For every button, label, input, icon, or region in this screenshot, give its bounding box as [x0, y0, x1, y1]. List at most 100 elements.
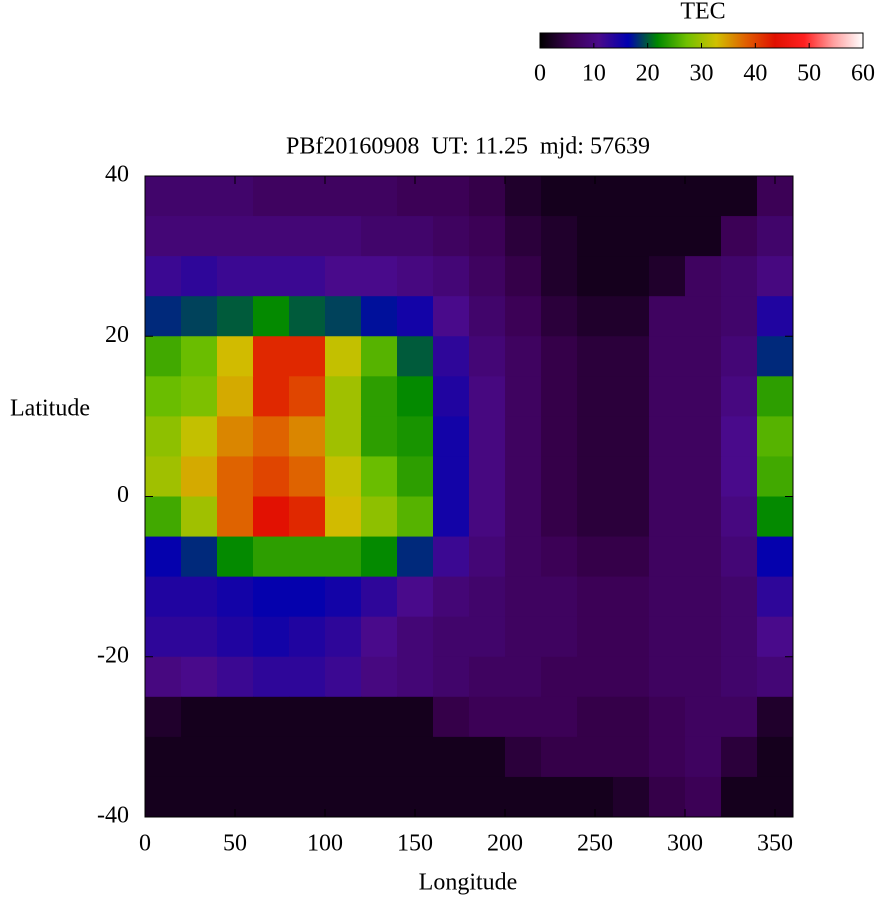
heatmap-cell	[289, 176, 326, 217]
heatmap-cell	[685, 496, 722, 538]
heatmap-cell	[577, 336, 614, 377]
heatmap-cell	[361, 536, 398, 578]
heatmap-cell	[433, 696, 470, 738]
heatmap-cell	[433, 736, 470, 778]
heatmap-cell	[361, 616, 398, 658]
heatmap-cell	[145, 696, 182, 738]
heatmap-cell	[757, 416, 794, 457]
heatmap-cell	[469, 776, 506, 818]
heatmap-cell	[649, 336, 686, 377]
heatmap-cell	[469, 256, 506, 297]
heatmap-cell	[325, 536, 362, 578]
heatmap-cell	[685, 416, 722, 457]
heatmap-cell	[505, 656, 542, 698]
heatmap-cell	[433, 576, 470, 618]
heatmap-cell	[721, 296, 758, 337]
heatmap-cell	[721, 336, 758, 377]
heatmap-cell	[253, 336, 290, 377]
colorbar-tick-label: 30	[690, 61, 714, 87]
heatmap-cell	[397, 456, 434, 497]
heatmap-cell	[289, 616, 326, 658]
heatmap-cell	[613, 296, 650, 337]
heatmap-cell	[577, 376, 614, 417]
y-tick-label: 40	[105, 162, 129, 188]
heatmap-cell	[649, 256, 686, 297]
heatmap-cell	[685, 576, 722, 618]
heatmap-cell	[577, 296, 614, 337]
heatmap-cell	[217, 736, 254, 778]
heatmap-cell	[541, 456, 578, 497]
heatmap-cell	[289, 256, 326, 297]
heatmap-cell	[469, 576, 506, 618]
heatmap-cell	[541, 496, 578, 538]
heatmap-cell	[253, 616, 290, 658]
heatmap-cell	[289, 496, 326, 538]
heatmap-cell	[649, 656, 686, 698]
x-axis-label: Longitude	[419, 870, 518, 896]
heatmap-cell	[505, 176, 542, 217]
heatmap-cell	[541, 376, 578, 417]
heatmap-cell	[253, 216, 290, 257]
colorbar-tick-label: 20	[636, 61, 660, 87]
heatmap-cell	[613, 256, 650, 297]
heatmap-cell	[577, 576, 614, 618]
y-tick-label: 20	[105, 322, 129, 348]
heatmap-cell	[613, 496, 650, 538]
heatmap-cell	[721, 456, 758, 497]
heatmap-cell	[181, 696, 218, 738]
colorbar-tick-label: 50	[797, 61, 821, 87]
heatmap-cell	[181, 496, 218, 538]
heatmap-cell	[469, 696, 506, 738]
heatmap-cell	[433, 616, 470, 658]
heatmap-cell	[145, 496, 182, 538]
heatmap-cell	[361, 216, 398, 257]
heatmap-cell	[685, 536, 722, 578]
heatmap-cell	[505, 376, 542, 417]
x-tick-label: 250	[577, 831, 613, 857]
heatmap-cell	[217, 256, 254, 297]
heatmap-cell	[469, 376, 506, 417]
heatmap-cell	[181, 616, 218, 658]
heatmap-cell	[325, 656, 362, 698]
heatmap-cell	[433, 376, 470, 417]
heatmap-cell	[757, 456, 794, 497]
heatmap-cell	[253, 256, 290, 297]
heatmap-cell	[289, 336, 326, 377]
heatmap-cell	[685, 376, 722, 417]
heatmap-cell	[397, 256, 434, 297]
heatmap-cell	[469, 736, 506, 778]
heatmap-cell	[541, 336, 578, 377]
heatmap-cell	[613, 216, 650, 257]
heatmap-cell	[541, 256, 578, 297]
heatmap-cell	[145, 336, 182, 377]
heatmap-cell	[361, 776, 398, 818]
colorbar-title: TEC	[680, 0, 725, 25]
heatmap-cell	[541, 656, 578, 698]
heatmap-cell	[433, 536, 470, 578]
heatmap-cell	[433, 336, 470, 377]
heatmap-cell	[325, 376, 362, 417]
heatmap-cell	[181, 776, 218, 818]
heatmap-cell	[181, 576, 218, 618]
heatmap-cell	[577, 656, 614, 698]
heatmap-cell	[685, 216, 722, 257]
heatmap-cell	[613, 696, 650, 738]
heatmap-cell	[577, 256, 614, 297]
heatmap-cell	[757, 576, 794, 618]
heatmap-cell	[577, 536, 614, 578]
heatmap-cell	[577, 456, 614, 497]
heatmap-cell	[361, 256, 398, 297]
heatmap-cell	[253, 456, 290, 497]
heatmap-cell	[613, 776, 650, 818]
heatmap-cell	[505, 256, 542, 297]
heatmap-cell	[721, 216, 758, 257]
heatmap-cell	[541, 576, 578, 618]
heatmap-cell	[253, 656, 290, 698]
heatmap-cell	[505, 536, 542, 578]
heatmap-cell	[649, 696, 686, 738]
heatmap-cell	[433, 496, 470, 538]
heatmap-cell	[757, 536, 794, 578]
heatmap-cell	[433, 176, 470, 217]
